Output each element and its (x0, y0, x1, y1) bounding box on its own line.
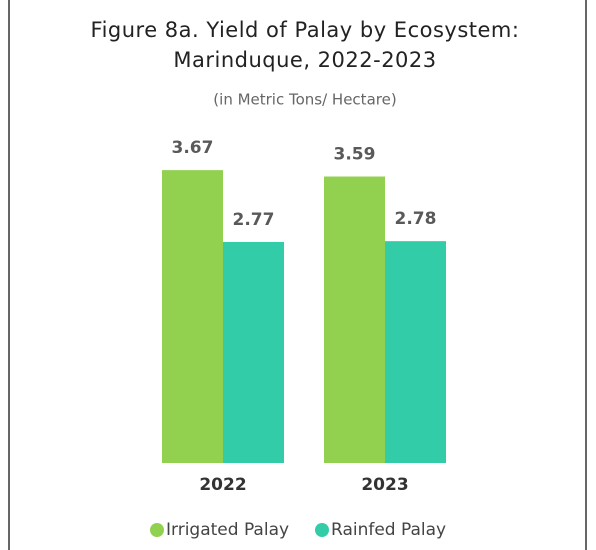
chart-title: Marinduque, 2022-2023 (173, 48, 436, 72)
legend-swatch (315, 523, 329, 537)
bar (162, 170, 223, 463)
bar (223, 241, 284, 463)
bar (324, 176, 385, 463)
chart-subtitle: (in Metric Tons/ Hectare) (213, 91, 396, 109)
bar (385, 241, 446, 463)
value-label: 2.77 (233, 210, 275, 230)
chart-title: Figure 8a. Yield of Palay by Ecosystem: (91, 18, 520, 42)
legend-label: Irrigated Palay (166, 520, 289, 540)
value-label: 3.67 (172, 138, 214, 158)
legend-label: Rainfed Palay (331, 520, 446, 540)
legend-swatch (150, 523, 164, 537)
value-label: 3.59 (334, 145, 376, 165)
value-label: 2.78 (395, 209, 437, 229)
x-tick-label: 2023 (361, 475, 408, 495)
x-tick-label: 2022 (199, 475, 246, 495)
